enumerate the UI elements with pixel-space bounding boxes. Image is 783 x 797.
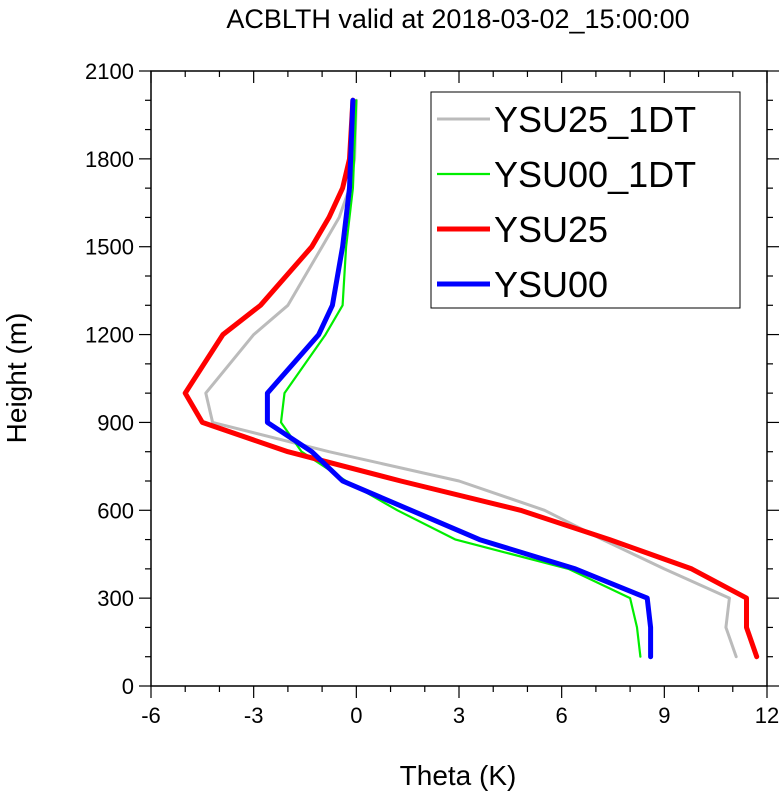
x-axis-title: Theta (K) [400,760,517,791]
legend: YSU25_1DT YSU00_1DT YSU25 YSU00 [430,91,741,309]
y-tick-label: 2100 [85,59,134,84]
x-tick-label: -6 [141,703,161,728]
legend-label: YSU25 [494,209,608,250]
y-tick-label: 1500 [85,235,134,260]
x-tick-label: 0 [350,703,362,728]
x-tick-label: 6 [556,703,568,728]
legend-box [430,91,741,309]
y-tick-label: 900 [97,410,134,435]
y-axis-title: Height (m) [1,313,32,444]
series-line-ysu25 [182,97,760,660]
series-group [182,97,760,660]
y-tick-label: 1800 [85,147,134,172]
y-tick-label: 600 [97,498,134,523]
legend-label: YSU00 [494,264,608,305]
x-tick-label: 9 [658,703,670,728]
legend-label: YSU25_1DT [494,99,696,140]
series-line-ysu25-1dt [204,98,738,659]
y-tick-label: 1200 [85,323,134,348]
y-tick-label: 0 [122,674,134,699]
x-tick-label: 12 [755,703,779,728]
series-line-ysu00 [264,97,654,660]
legend-label: YSU00_1DT [494,154,696,195]
y-tick-label: 300 [97,586,134,611]
x-tick-label: -3 [244,703,264,728]
axis-ticks: -6 -3 0 3 6 9 12 0 300 600 900 1200 1500 1800 2100 [85,59,779,728]
chart-title: ACBLTH valid at 2018-03-02_15:00:00 [226,4,689,34]
x-tick-label: 3 [453,703,465,728]
